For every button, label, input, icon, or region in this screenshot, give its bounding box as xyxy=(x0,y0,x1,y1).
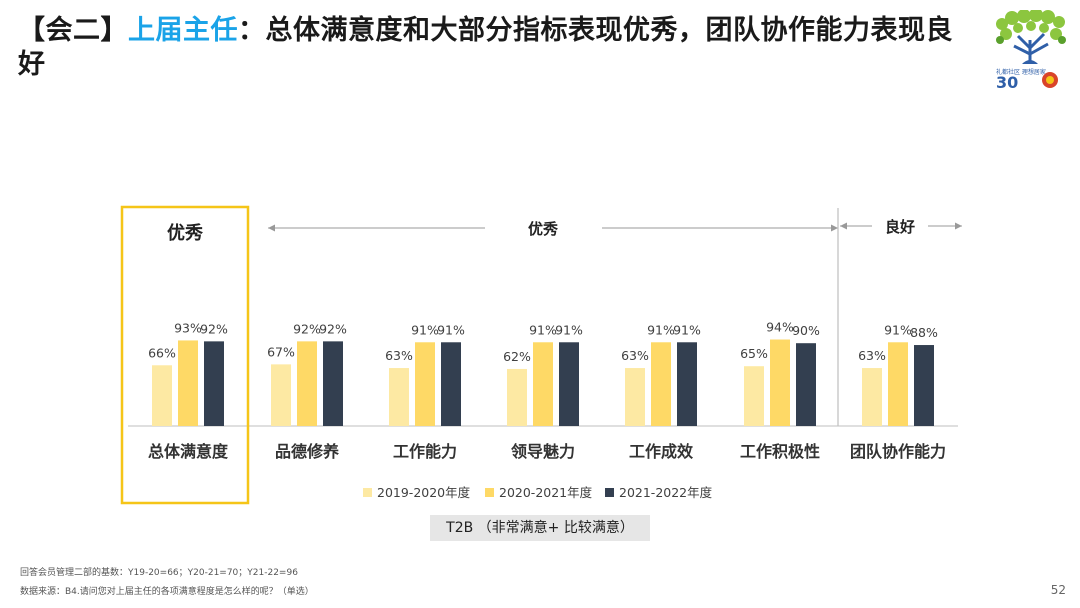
data-label-5-3: 91% xyxy=(673,322,701,337)
category-label-6: 工作积极性 xyxy=(740,442,820,461)
metric-label: T2B （非常满意+ 比较满意） xyxy=(430,515,650,541)
bar-6-series-1 xyxy=(744,366,764,426)
data-label-2-2: 92% xyxy=(293,321,321,336)
bar-3-series-1 xyxy=(389,368,409,426)
category-label-5: 工作成效 xyxy=(629,442,693,461)
tree-anniversary-logo-icon: 礼都社区 理想居家 30 xyxy=(996,10,1066,90)
legend-swatch-1 xyxy=(363,488,372,497)
data-label-1-1: 66% xyxy=(148,345,176,360)
legend-swatch-2 xyxy=(485,488,494,497)
legend-swatch-3 xyxy=(605,488,614,497)
bar-6-series-2 xyxy=(770,339,790,426)
legend-label-1: 2019-2020年度 xyxy=(377,485,471,500)
span-excellent-arrow-left xyxy=(268,224,275,232)
data-label-7-2: 91% xyxy=(884,322,912,337)
bar-2-series-1 xyxy=(271,364,291,426)
data-label-4-2: 91% xyxy=(529,322,557,337)
data-label-5-2: 91% xyxy=(647,322,675,337)
data-label-4-1: 62% xyxy=(503,349,531,364)
footer-source: 数据来源：B4.请问您对上届主任的各项满意程度是怎么样的呢？（单选） xyxy=(20,587,314,597)
data-label-7-1: 63% xyxy=(858,348,886,363)
bar-6-series-3 xyxy=(796,343,816,426)
category-label-3: 工作能力 xyxy=(393,442,457,461)
legend-label-2: 2020-2021年度 xyxy=(499,485,593,500)
bar-2-series-2 xyxy=(297,341,317,426)
data-label-6-3: 90% xyxy=(792,323,820,338)
category-label-2: 品德修养 xyxy=(275,442,340,461)
bar-5-series-2 xyxy=(651,342,671,426)
footer-base: 回答会员管理二部的基数：Y19-20=66；Y20-21=70；Y21-22=9… xyxy=(20,568,298,578)
data-label-3-1: 63% xyxy=(385,348,413,363)
title-prefix: 【会二】 xyxy=(18,15,128,46)
legend-label-3: 2021-2022年度 xyxy=(619,485,713,500)
bar-5-series-1 xyxy=(625,368,645,426)
span-good-arrow-right xyxy=(955,222,962,230)
group-label-excellent: 优秀 xyxy=(528,220,559,238)
category-label-1: 总体满意度 xyxy=(148,442,229,461)
data-label-6-2: 94% xyxy=(766,320,794,335)
span-excellent-arrow-right xyxy=(831,224,838,232)
category-label-4: 领导魅力 xyxy=(511,442,575,461)
data-label-3-2: 91% xyxy=(411,322,439,337)
data-label-5-1: 63% xyxy=(621,348,649,363)
span-good-arrow-left xyxy=(840,222,847,230)
title-rest: ：总体满意度和大部分指标表现优秀，团队协作能力表现良好 xyxy=(18,15,953,80)
page-number: 52 xyxy=(1050,583,1066,597)
data-label-6-1: 65% xyxy=(740,346,768,361)
bar-7-series-2 xyxy=(888,342,908,426)
bar-7-series-1 xyxy=(862,368,882,426)
bar-1-series-3 xyxy=(204,341,224,426)
bar-4-series-3 xyxy=(559,342,579,426)
data-label-1-3: 92% xyxy=(200,321,228,336)
data-label-4-3: 91% xyxy=(555,322,583,337)
page-title: 【会二】上届主任：总体满意度和大部分指标表现优秀，团队协作能力表现良好 xyxy=(18,14,978,82)
category-label-7: 团队协作能力 xyxy=(850,442,946,461)
data-label-1-2: 93% xyxy=(174,320,202,335)
satisfaction-bar-chart: 66%93%92%总体满意度67%92%92%品德修养63%91%91%工作能力… xyxy=(120,205,962,505)
logo-number: 30 xyxy=(996,73,1018,90)
data-label-3-3: 91% xyxy=(437,322,465,337)
data-label-2-1: 67% xyxy=(267,344,295,359)
bar-3-series-2 xyxy=(415,342,435,426)
bar-7-series-3 xyxy=(914,345,934,426)
group-label-highlight: 优秀 xyxy=(167,222,203,244)
group-label-good: 良好 xyxy=(885,218,915,236)
title-accent: 上届主任 xyxy=(128,15,238,46)
data-label-2-3: 92% xyxy=(319,321,347,336)
highlight-box xyxy=(120,205,250,505)
bar-5-series-3 xyxy=(677,342,697,426)
bar-4-series-1 xyxy=(507,368,527,426)
data-label-7-3: 88% xyxy=(910,325,938,340)
bar-4-series-2 xyxy=(533,342,553,426)
logo-text: 礼都社区 理想居家 xyxy=(996,68,1046,76)
bar-3-series-3 xyxy=(441,342,461,426)
bar-2-series-3 xyxy=(323,341,343,426)
bar-1-series-1 xyxy=(152,365,172,426)
bar-1-series-2 xyxy=(178,340,198,426)
